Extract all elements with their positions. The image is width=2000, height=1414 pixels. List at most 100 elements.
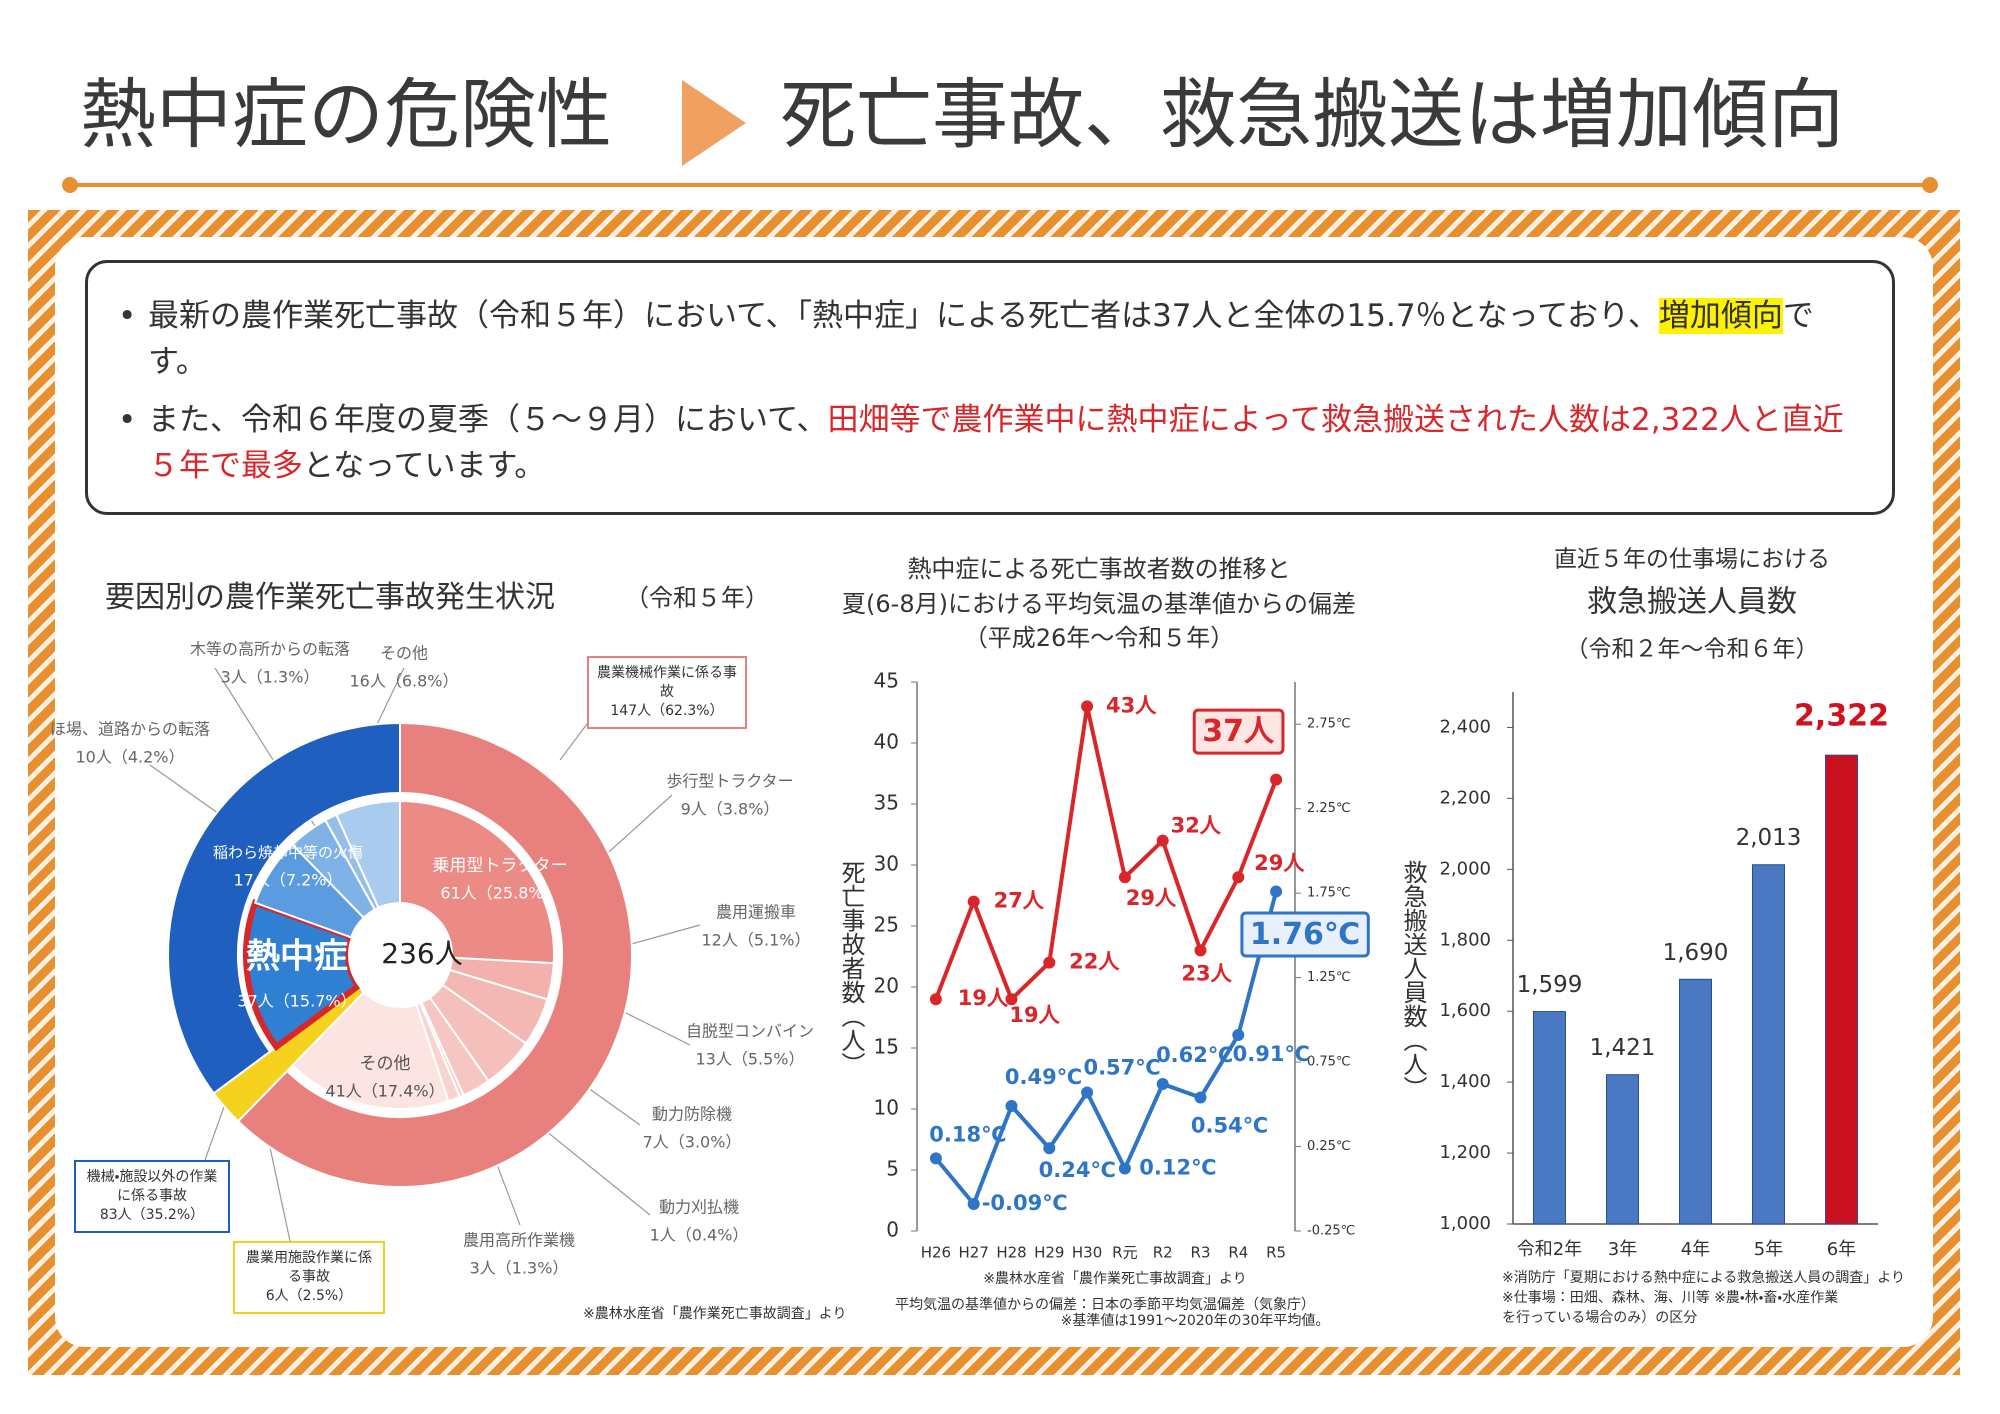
chart-subtitle: （平成26年～令和５年）	[964, 624, 1235, 652]
source-note: ※消防庁「夏期における熱中症による救急搬送人員の調査」より	[1502, 1270, 1905, 1286]
point	[1118, 871, 1131, 884]
data-label: 0.24℃	[1039, 1158, 1116, 1182]
leader-line	[559, 719, 591, 761]
y2-tick-label: -0.25℃	[1307, 1224, 1355, 1239]
data-label: -0.09℃	[982, 1191, 1068, 1215]
source-note: ※仕事場：田畑、森林、海、川等 ※農・林・畜・水産作業	[1502, 1289, 1838, 1306]
y-tick-label: 15	[874, 1035, 899, 1059]
point	[1005, 993, 1018, 1006]
sub-value: 61人（25.8%）	[440, 884, 559, 903]
y-tick-label: 10	[874, 1096, 899, 1120]
y-tick-label: 25	[874, 913, 899, 937]
y-tick-label: 2,000	[1439, 858, 1491, 879]
y-tick-label: 40	[874, 730, 899, 754]
group-name: 農業用施設作業に係る事故	[246, 1250, 372, 1285]
group-callout: 農業機械作業に係る事故 147人（62.3%）	[587, 656, 747, 729]
sub-label: 乗用型トラクター	[432, 856, 567, 876]
y-axis-label: 死亡事故者数（人）	[837, 860, 865, 1076]
x-tick-label: R元	[1112, 1244, 1137, 1262]
point	[1232, 871, 1245, 884]
data-label: 27人	[994, 889, 1045, 913]
label-box	[1240, 911, 1370, 958]
x-tick-label: R5	[1266, 1244, 1286, 1262]
point	[1043, 1142, 1056, 1155]
data-label: 0.62℃	[1156, 1043, 1233, 1067]
y-tick-label: 1,200	[1439, 1142, 1491, 1163]
sub-label: 動力刈払機	[659, 1198, 739, 1217]
sub-value: 41人（17.4%）	[325, 1082, 444, 1101]
point	[967, 895, 980, 908]
y2-tick-label: 1.75℃	[1307, 886, 1351, 901]
bar	[1825, 754, 1858, 1225]
bullet: 最新の農作業死亡事故（令和５年）において、「熱中症」による死亡者は37人と全体の…	[118, 293, 1852, 385]
data-label: 32人	[1171, 814, 1222, 838]
x-tick-label: 令和2年	[1517, 1239, 1582, 1260]
chart-title: 直近５年の仕事場における	[1554, 547, 1830, 573]
y-tick-label: 1,400	[1439, 1071, 1491, 1092]
x-tick-label: H28	[996, 1244, 1026, 1262]
bullet-text: また、令和６年度の夏季（５～９月）において、	[148, 402, 828, 438]
bullet-text: 最新の農作業死亡事故（令和５年）において、「熱中症」による死亡者は37人と全体の…	[148, 298, 1659, 334]
center-label: 236人	[381, 937, 462, 970]
y-tick-label: 30	[874, 852, 899, 876]
y2-tick-label: 0.25℃	[1307, 1139, 1351, 1154]
x-tick-label: H29	[1034, 1244, 1064, 1262]
data-label: 0.54℃	[1191, 1114, 1268, 1138]
data-label: 1,421	[1590, 1035, 1656, 1061]
y-tick-label: 20	[874, 974, 899, 998]
x-tick-label: H26	[921, 1244, 951, 1262]
sub-label: 稲わら焼却中等の火傷	[213, 844, 363, 862]
bullet-text: です。	[148, 298, 1814, 380]
leader-line	[599, 794, 673, 861]
group-name: 機械・施設以外の作業に係る事故	[86, 1169, 218, 1204]
data-label: 19人	[1009, 1003, 1060, 1027]
source-note: を行っている場合のみ）の区分	[1502, 1310, 1697, 1326]
data-label: 1,599	[1517, 972, 1583, 998]
center-hole	[348, 903, 452, 1007]
sub-label: 農用運搬車	[716, 903, 796, 922]
point	[1270, 885, 1283, 898]
chart-title: 夏(6-8月)における平均気温の基準値からの偏差	[842, 590, 1356, 618]
source-note: ※農林水産省「農作業死亡事故調査」より	[583, 1306, 846, 1322]
data-label: 43人	[1106, 693, 1157, 717]
y-tick-label: 2,400	[1439, 716, 1491, 737]
x-tick-label: 3年	[1608, 1239, 1637, 1260]
y-tick-label: 45	[874, 669, 899, 693]
series-line	[934, 705, 1278, 1003]
group-callout: 農業用施設作業に係る事故 6人（2.5%）	[233, 1241, 385, 1314]
sub-label: 木等の高所からの転落	[190, 640, 350, 659]
bullet-box: 最新の農作業死亡事故（令和５年）において、「熱中症」による死亡者は37人と全体の…	[85, 260, 1895, 515]
y-tick-label: 1,800	[1439, 929, 1491, 950]
sub-label: ほ場、道路からの転落	[50, 720, 210, 739]
data-label: 0.18℃	[929, 1122, 1006, 1146]
data-label: 23人	[1181, 961, 1232, 985]
y-axis-label: 救急搬送人員数（人）	[1399, 860, 1427, 1100]
sub-label: その他	[380, 644, 428, 663]
title-arrow	[682, 80, 746, 166]
series-line	[934, 890, 1279, 1208]
data-label: 0.91℃	[1233, 1042, 1310, 1066]
data-label: 37人	[1202, 714, 1275, 749]
sub-value: 9人（3.8%）	[681, 800, 780, 819]
bullet-text: 増加傾向	[1658, 298, 1783, 334]
x-tick-label: R2	[1153, 1244, 1173, 1262]
x-tick-label: H27	[959, 1244, 989, 1262]
point	[1043, 956, 1056, 969]
title-left: 熱中症の危険性	[80, 70, 612, 159]
sub-value: 37人（15.7%）	[237, 992, 356, 1011]
sub-value: 7人（3.0%）	[643, 1133, 742, 1152]
source-note: 平均気温の基準値からの偏差：日本の季節平均気温偏差（気象庁）	[895, 1296, 1315, 1313]
title-right: 死亡事故、救急搬送は増加傾向	[780, 70, 1844, 159]
sub-value: 17人（7.2%）	[233, 871, 342, 890]
y-tick-label: 2,200	[1439, 787, 1491, 808]
sub-value: 3人（1.3%）	[470, 1259, 569, 1278]
point	[1081, 1086, 1094, 1099]
y2-tick-label: 0.75℃	[1307, 1055, 1351, 1070]
data-label: 29人	[1126, 886, 1177, 910]
x-tick-label: 4年	[1681, 1239, 1710, 1260]
sub-value: 12人（5.1%）	[701, 931, 810, 950]
label-box	[1192, 708, 1285, 755]
title-rule	[62, 177, 1938, 193]
chart-subtitle: （令和５年）	[625, 584, 769, 612]
